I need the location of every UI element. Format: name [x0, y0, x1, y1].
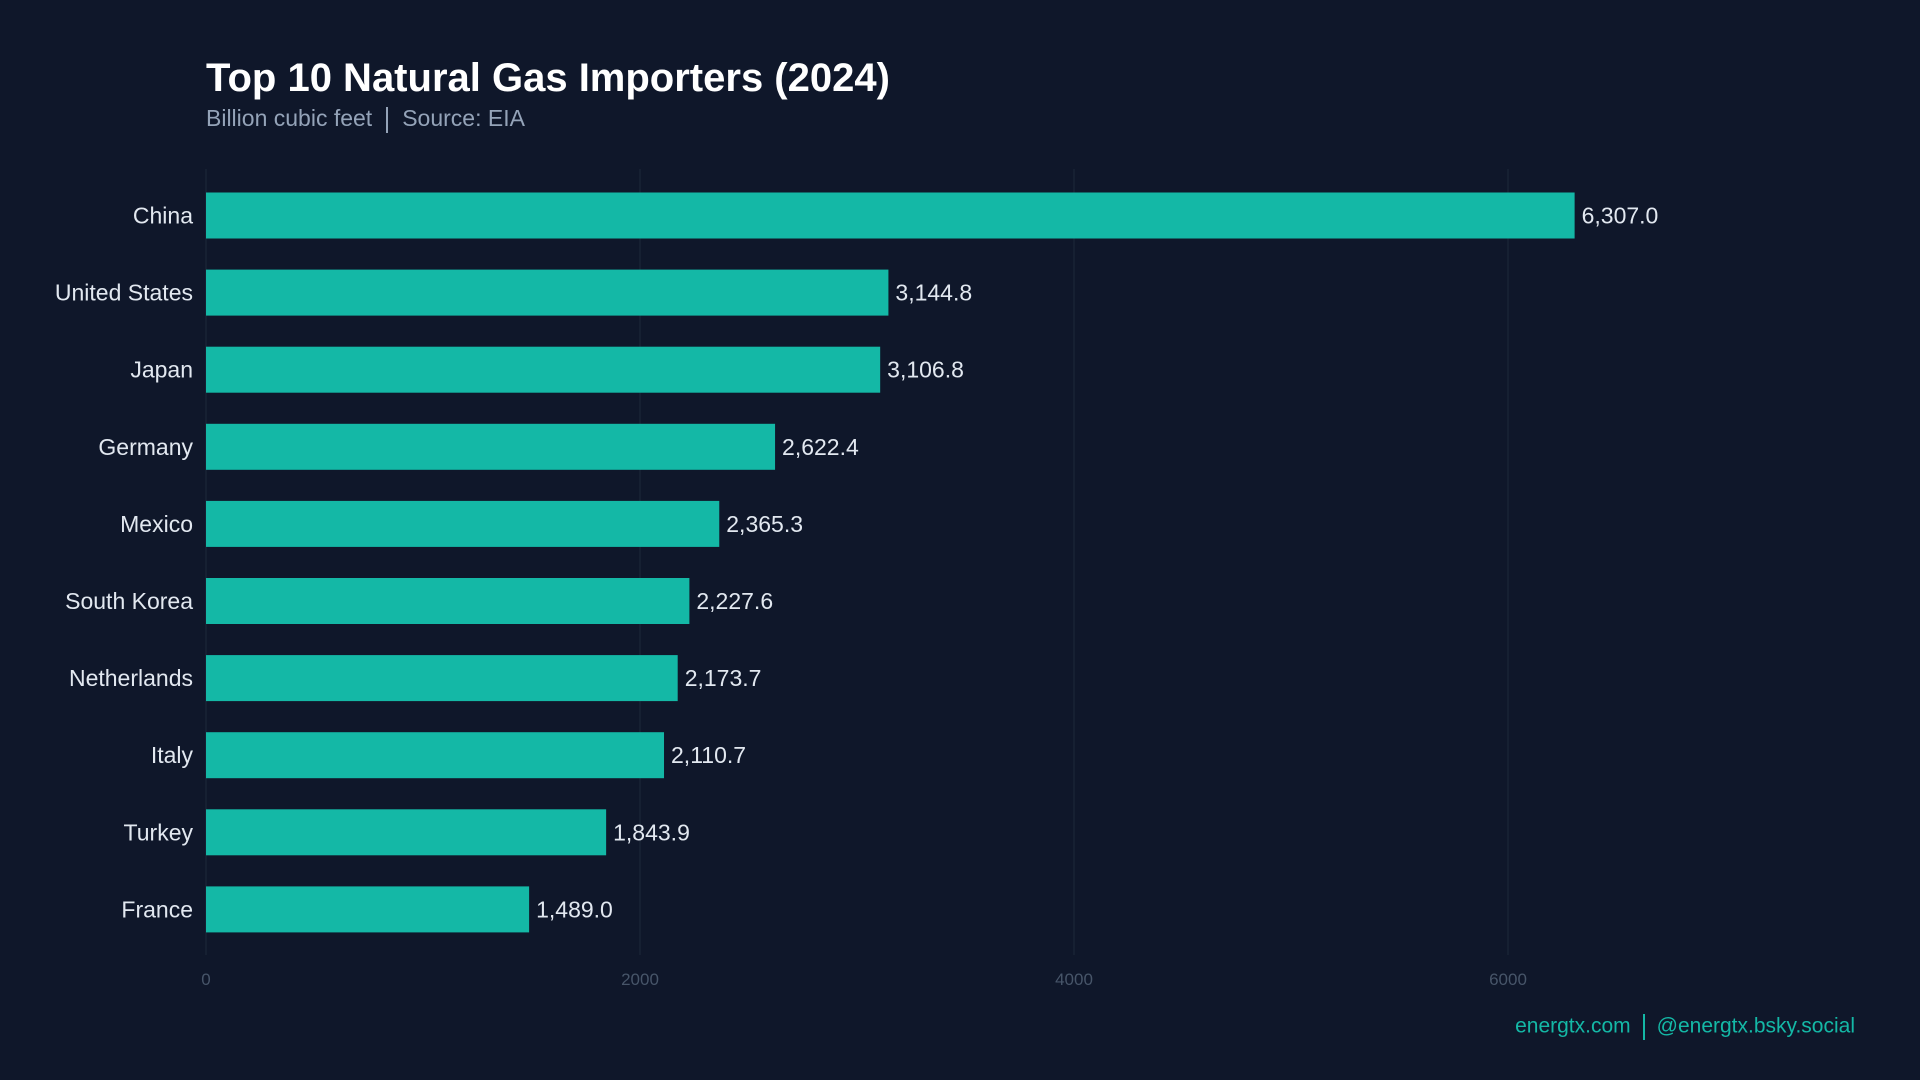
category-label: Turkey [124, 819, 194, 845]
bar [206, 655, 678, 702]
category-label: South Korea [65, 588, 193, 614]
data-label: 3,106.8 [887, 357, 964, 383]
footer-social[interactable]: @energtx.bsky.social [1656, 1014, 1855, 1038]
bar [206, 269, 889, 316]
data-label: 1,843.9 [613, 819, 690, 845]
x-tick-label: 6000 [1489, 970, 1527, 989]
data-label: 2,173.7 [685, 665, 762, 691]
source-label: Source: EIA [402, 105, 525, 131]
footer: energtx.com @energtx.bsky.social [1515, 1014, 1855, 1040]
x-tick-label: 2000 [621, 970, 659, 989]
bar [206, 500, 720, 547]
data-label: 2,227.6 [696, 588, 773, 614]
bar [206, 732, 665, 779]
category-label: United States [55, 280, 193, 306]
category-label: Germany [98, 434, 193, 460]
category-label: Mexico [120, 511, 193, 537]
bar [206, 346, 881, 393]
divider [386, 106, 389, 133]
x-tick-label: 4000 [1055, 970, 1093, 989]
category-label: France [121, 896, 193, 922]
category-label: China [133, 203, 193, 229]
data-label: 1,489.0 [536, 896, 613, 922]
bar [206, 809, 607, 856]
unit-label: Billion cubic feet [206, 105, 373, 131]
chart-subtitle: Billion cubic feet Source: EIA [206, 105, 525, 133]
bar [206, 192, 1575, 239]
data-label: 6,307.0 [1582, 203, 1659, 229]
data-label: 3,144.8 [895, 280, 972, 306]
category-label: Japan [130, 357, 193, 383]
category-label: Italy [151, 742, 194, 768]
data-label: 2,110.7 [671, 742, 746, 768]
category-label: Netherlands [69, 665, 193, 691]
x-tick-label: 0 [201, 970, 210, 989]
divider [1642, 1014, 1645, 1040]
bar [206, 886, 530, 933]
chart-title: Top 10 Natural Gas Importers (2024) [206, 56, 890, 100]
bar [206, 578, 690, 624]
data-label: 2,622.4 [782, 434, 859, 460]
data-label: 2,365.3 [726, 511, 803, 537]
footer-site[interactable]: energtx.com [1515, 1014, 1631, 1038]
bar [206, 423, 776, 470]
